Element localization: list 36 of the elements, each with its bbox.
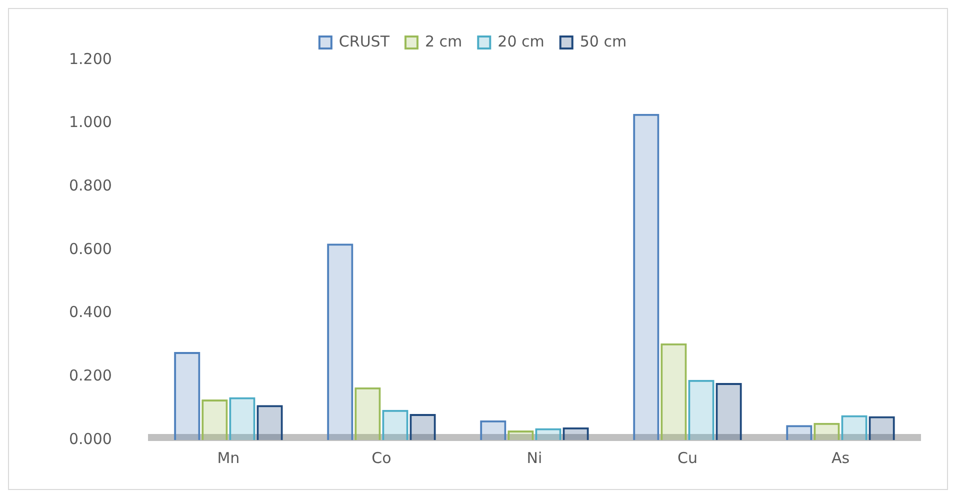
x-tick-label: Cu: [677, 448, 698, 467]
bar: [633, 114, 660, 440]
bar: [814, 422, 840, 440]
bar: [716, 383, 742, 440]
bar: [841, 415, 868, 440]
y-tick-label: 0.400: [68, 303, 112, 322]
bar: [327, 244, 354, 440]
x-tick-label: As: [831, 448, 850, 467]
bar: [410, 414, 436, 440]
bar: [480, 420, 506, 440]
bar: [535, 428, 562, 440]
y-tick-label: 1.000: [68, 113, 112, 132]
x-tick-label: Ni: [526, 448, 542, 467]
bar: [174, 352, 200, 440]
bar: [786, 425, 812, 440]
y-tick-label: 0.200: [68, 366, 112, 385]
bar: [508, 430, 534, 440]
bar: [202, 399, 228, 440]
bar: [688, 380, 714, 440]
legend-label: 20 cm: [498, 32, 544, 50]
legend-label: CRUST: [338, 32, 390, 50]
bar: [868, 416, 895, 440]
y-tick-label: 0.800: [68, 176, 112, 195]
bar: [229, 397, 256, 440]
bar: [660, 343, 687, 440]
bar: [354, 387, 381, 440]
bar: [256, 405, 283, 440]
y-tick-label: 0.000: [68, 430, 112, 448]
bar: [382, 410, 408, 440]
y-tick-label: 1.200: [68, 50, 112, 68]
x-tick-label: Co: [372, 448, 392, 467]
y-tick-label: 0.600: [68, 240, 112, 258]
legend-label: 2 cm: [424, 32, 462, 50]
x-tick-label: Mn: [217, 448, 240, 467]
legend-label: 50 cm: [580, 32, 627, 50]
bar: [562, 427, 589, 440]
